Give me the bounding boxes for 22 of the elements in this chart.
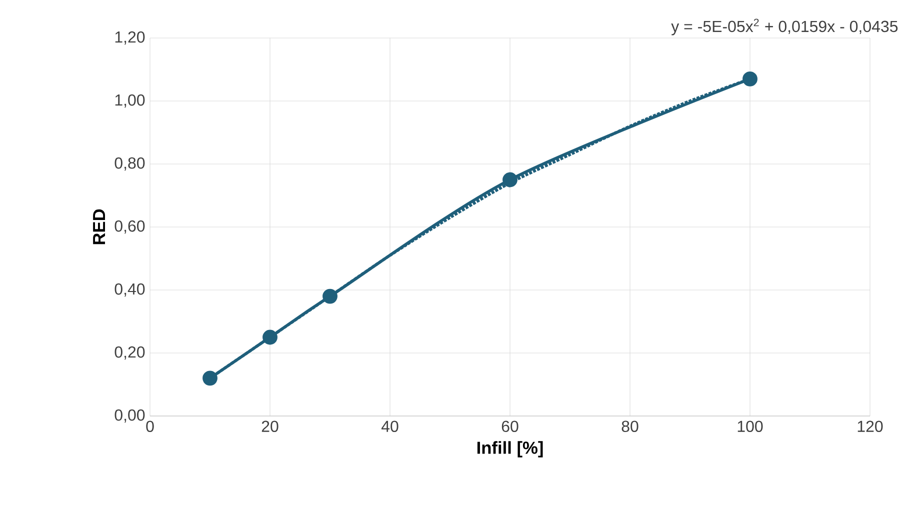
x-tick-label: 40 <box>381 420 398 432</box>
text: y = -5E-05x$^{2}$ + 0,0159x - 0,0435 <box>671 18 898 36</box>
x-tick-label: 80 <box>622 420 638 432</box>
x-tick-label: 0 <box>146 420 154 432</box>
y-tick-label: 1,20 <box>115 31 145 45</box>
x-tick-label: 100 <box>738 420 763 432</box>
point <box>502 172 518 188</box>
y-tick-label: 0,20 <box>114 346 145 360</box>
point <box>202 370 218 386</box>
x-tick-label: 120 <box>858 420 883 432</box>
point <box>322 288 338 304</box>
y-tick-label: 0,00 <box>114 409 145 423</box>
point <box>742 71 758 86</box>
y-tick-label: 0,40 <box>114 283 145 297</box>
x-tick-label: 20 <box>262 420 278 432</box>
point <box>262 330 278 345</box>
y-tick-label: 0,60 <box>114 220 145 234</box>
x-tick-label: 60 <box>502 420 518 432</box>
y-tick-label: 0,80 <box>114 157 145 171</box>
x-axis-title: Infill [%] <box>477 441 543 458</box>
y-axis-title: RED <box>93 209 105 244</box>
y-tick-label: 1,00 <box>115 94 145 108</box>
